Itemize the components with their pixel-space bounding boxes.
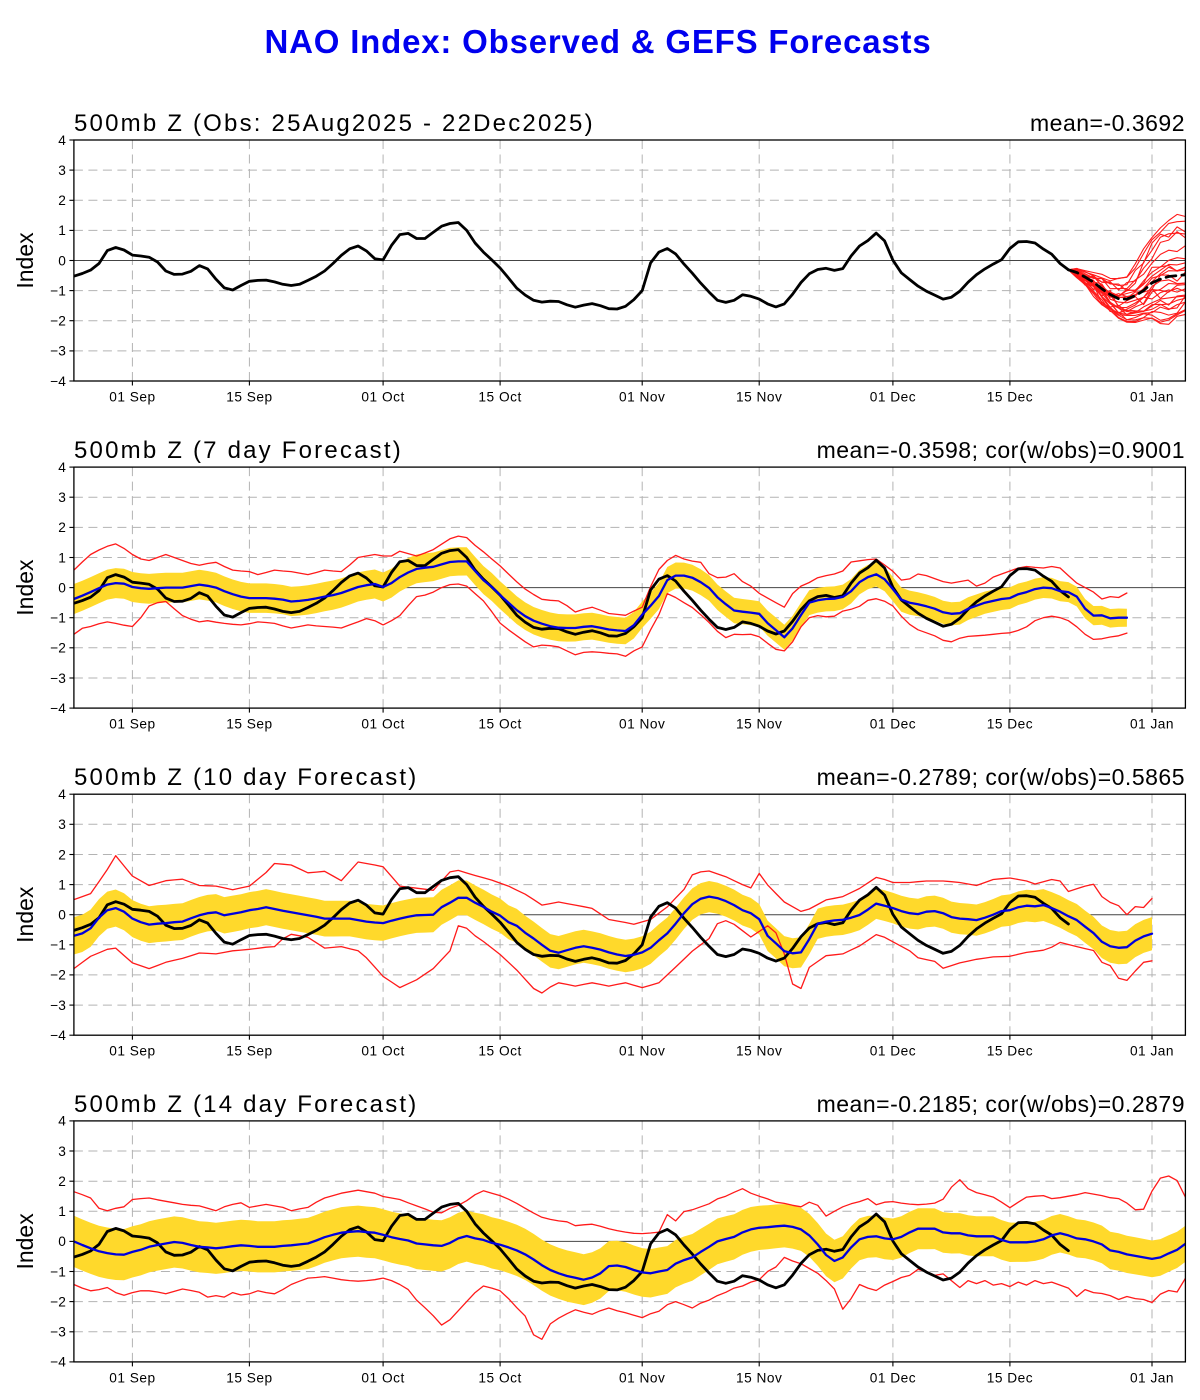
svg-text:4: 4 (58, 460, 66, 475)
svg-text:−3: −3 (50, 344, 66, 359)
svg-text:0: 0 (58, 253, 66, 268)
svg-text:−1: −1 (50, 611, 66, 626)
svg-text:01 Oct: 01 Oct (361, 1370, 404, 1385)
svg-text:Index: Index (12, 886, 38, 943)
svg-text:15 Dec: 15 Dec (987, 390, 1033, 405)
svg-text:15 Nov: 15 Nov (736, 390, 782, 405)
svg-text:−3: −3 (50, 998, 66, 1013)
svg-text:−2: −2 (50, 968, 66, 983)
svg-text:15 Dec: 15 Dec (987, 1044, 1033, 1059)
svg-text:15 Sep: 15 Sep (226, 390, 272, 405)
svg-text:3: 3 (58, 163, 66, 178)
svg-text:−2: −2 (50, 1294, 66, 1309)
svg-text:1: 1 (58, 550, 66, 565)
svg-text:15 Nov: 15 Nov (736, 1044, 782, 1059)
svg-text:15 Oct: 15 Oct (478, 390, 521, 405)
svg-text:−4: −4 (50, 1355, 66, 1370)
svg-text:0: 0 (58, 580, 66, 595)
svg-text:2: 2 (58, 193, 66, 208)
svg-text:01 Sep: 01 Sep (109, 390, 155, 405)
svg-text:−3: −3 (50, 1325, 66, 1340)
svg-text:01 Oct: 01 Oct (361, 717, 404, 732)
svg-text:2: 2 (58, 847, 66, 862)
svg-text:01 Sep: 01 Sep (109, 1370, 155, 1385)
svg-text:15 Nov: 15 Nov (736, 717, 782, 732)
svg-text:3: 3 (58, 817, 66, 832)
svg-text:0: 0 (58, 1234, 66, 1249)
svg-text:3: 3 (58, 490, 66, 505)
svg-text:01 Dec: 01 Dec (870, 1044, 916, 1059)
svg-text:01 Jan: 01 Jan (1130, 1370, 1174, 1385)
svg-text:mean=-0.3598; cor(w/obs)=0.900: mean=-0.3598; cor(w/obs)=0.9001 (817, 437, 1185, 463)
svg-text:Index: Index (12, 559, 38, 616)
svg-text:01 Nov: 01 Nov (619, 717, 665, 732)
svg-text:01 Jan: 01 Jan (1130, 1044, 1174, 1059)
svg-text:−1: −1 (50, 1264, 66, 1279)
svg-text:15 Oct: 15 Oct (478, 1044, 521, 1059)
svg-text:15 Oct: 15 Oct (478, 717, 521, 732)
svg-text:mean=-0.2789; cor(w/obs)=0.586: mean=-0.2789; cor(w/obs)=0.5865 (817, 764, 1185, 790)
svg-text:1: 1 (58, 1204, 66, 1219)
svg-text:01 Dec: 01 Dec (870, 390, 916, 405)
svg-text:−1: −1 (50, 283, 66, 298)
svg-text:4: 4 (58, 133, 66, 148)
svg-text:01 Jan: 01 Jan (1130, 717, 1174, 732)
svg-text:1: 1 (58, 877, 66, 892)
svg-text:4: 4 (58, 1114, 66, 1129)
svg-text:15 Oct: 15 Oct (478, 1370, 521, 1385)
svg-text:01 Oct: 01 Oct (361, 1044, 404, 1059)
svg-text:−4: −4 (50, 1028, 66, 1043)
svg-text:01 Oct: 01 Oct (361, 390, 404, 405)
svg-text:−2: −2 (50, 314, 66, 329)
svg-text:15 Dec: 15 Dec (987, 1370, 1033, 1385)
svg-text:01 Nov: 01 Nov (619, 390, 665, 405)
svg-text:−4: −4 (50, 374, 66, 389)
svg-text:4: 4 (58, 787, 66, 802)
svg-text:500mb Z (7 day Forecast): 500mb Z (7 day Forecast) (74, 437, 403, 464)
svg-text:Index: Index (12, 232, 38, 289)
svg-text:500mb Z (Obs: 25Aug2025 - 22De: 500mb Z (Obs: 25Aug2025 - 22Dec2025) (74, 110, 595, 137)
svg-text:01 Sep: 01 Sep (109, 1044, 155, 1059)
svg-text:mean=-0.2185; cor(w/obs)=0.287: mean=-0.2185; cor(w/obs)=0.2879 (817, 1091, 1185, 1117)
svg-text:−2: −2 (50, 641, 66, 656)
svg-text:2: 2 (58, 1174, 66, 1189)
svg-text:15 Sep: 15 Sep (226, 1044, 272, 1059)
svg-text:−1: −1 (50, 938, 66, 953)
svg-text:01 Dec: 01 Dec (870, 717, 916, 732)
svg-text:−4: −4 (50, 701, 66, 716)
svg-text:15 Sep: 15 Sep (226, 1370, 272, 1385)
svg-text:500mb Z (14 day Forecast): 500mb Z (14 day Forecast) (74, 1091, 418, 1118)
svg-text:15 Sep: 15 Sep (226, 717, 272, 732)
svg-text:NAO Index: Observed & GEFS For: NAO Index: Observed & GEFS Forecasts (265, 23, 932, 60)
svg-text:0: 0 (58, 908, 66, 923)
svg-text:15 Nov: 15 Nov (736, 1370, 782, 1385)
svg-text:mean=-0.3692: mean=-0.3692 (1030, 110, 1185, 136)
svg-text:01 Sep: 01 Sep (109, 717, 155, 732)
svg-text:01 Nov: 01 Nov (619, 1370, 665, 1385)
svg-text:3: 3 (58, 1144, 66, 1159)
svg-text:01 Jan: 01 Jan (1130, 390, 1174, 405)
svg-text:1: 1 (58, 223, 66, 238)
svg-text:500mb Z (10 day Forecast): 500mb Z (10 day Forecast) (74, 764, 418, 791)
svg-text:15 Dec: 15 Dec (987, 717, 1033, 732)
svg-text:01 Dec: 01 Dec (870, 1370, 916, 1385)
svg-text:2: 2 (58, 520, 66, 535)
svg-text:01 Nov: 01 Nov (619, 1044, 665, 1059)
svg-text:−3: −3 (50, 671, 66, 686)
svg-text:Index: Index (12, 1213, 38, 1270)
